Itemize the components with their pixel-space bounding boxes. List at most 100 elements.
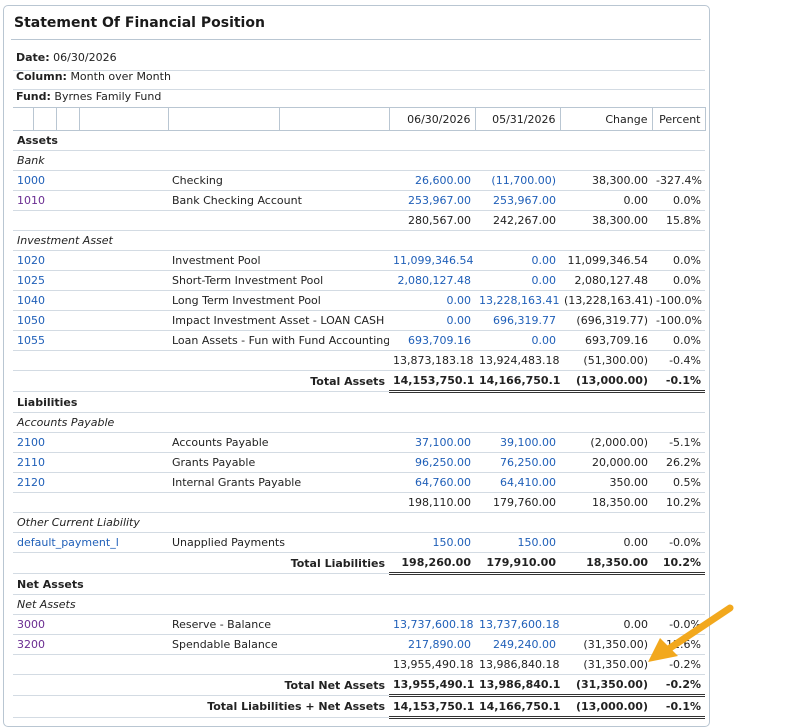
current-amount-link[interactable]: 217,890.00 [389, 634, 475, 655]
prior-amount-link[interactable]: 249,240.00 [475, 634, 560, 655]
current-amount-link[interactable]: 693,709.16 [389, 330, 475, 351]
current-amount-link[interactable]: 96,250.00 [389, 452, 475, 473]
account-code-link[interactable]: default_payment_l [13, 532, 168, 553]
total-row: Total Assets 14,153,750.18 14,166,750.18 (1… [13, 370, 705, 393]
subtotal-spacer [13, 492, 389, 513]
account-code-link[interactable]: 2100 [13, 432, 168, 453]
header-spacer [167, 107, 279, 131]
account-row: default_payment_l Unapplied Payments 150.0… [13, 532, 705, 553]
prior-amount-link[interactable]: 13,737,600.18 [475, 614, 560, 635]
subtotal-spacer [13, 210, 389, 231]
prior-amount-link[interactable]: 0.00 [475, 270, 560, 291]
title-divider [11, 39, 701, 40]
account-name: Short-Term Investment Pool [168, 270, 389, 291]
total-change: (13,000.00) [560, 695, 652, 719]
section-label: Liabilities [13, 391, 705, 413]
current-amount-link[interactable]: 64,760.00 [389, 472, 475, 493]
subtotal-change: 38,300.00 [560, 210, 652, 231]
column-header-current: 06/30/2026 [388, 107, 475, 131]
report-title: Statement Of Financial Position [14, 15, 265, 31]
account-row: 1010 Bank Checking Account 253,967.00 253,9… [13, 190, 705, 211]
current-amount-link[interactable]: 26,600.00 [389, 170, 475, 191]
change-amount: 38,300.00 [560, 170, 652, 191]
percent-change: 0.0% [652, 190, 705, 211]
subsection-row: Net Assets [13, 594, 705, 615]
account-name: Internal Grants Payable [168, 472, 389, 493]
subsection-row: Other Current Liability [13, 512, 705, 533]
subtotal-spacer [13, 654, 389, 675]
current-amount-link[interactable]: 2,080,127.48 [389, 270, 475, 291]
account-name: Loan Assets - Fun with Fund Accounting [168, 330, 389, 351]
meta-date-value: 06/30/2026 [53, 51, 117, 64]
total-label: Total Liabilities + Net Assets [13, 695, 389, 718]
subtotal-change: (31,350.00) [560, 654, 652, 675]
account-code-link[interactable]: 1010 [13, 190, 168, 211]
account-name: Reserve - Balance [168, 614, 389, 635]
prior-amount-link[interactable]: 76,250.00 [475, 452, 560, 473]
total-label: Total Assets [13, 370, 389, 392]
account-row: 2110 Grants Payable 96,250.00 76,250.00 20,0… [13, 452, 705, 473]
percent-change: 26.2% [652, 452, 705, 473]
prior-amount-link[interactable]: 39,100.00 [475, 432, 560, 453]
account-name: Impact Investment Asset - LOAN CASH [168, 310, 389, 331]
account-name: Investment Pool [168, 250, 389, 271]
change-amount: 0.00 [560, 614, 652, 635]
account-code-link[interactable]: 1020 [13, 250, 168, 271]
change-amount: (13,228,163.41) [560, 290, 652, 311]
meta-date: Date: 06/30/2026 [16, 51, 117, 64]
subsection-label: Other Current Liability [13, 512, 705, 533]
subtotal-percent: 10.2% [652, 492, 705, 513]
subtotal-prior: 242,267.00 [475, 210, 560, 231]
account-code-link[interactable]: 2120 [13, 472, 168, 493]
account-name: Long Term Investment Pool [168, 290, 389, 311]
current-amount-link[interactable]: 37,100.00 [389, 432, 475, 453]
change-amount: 20,000.00 [560, 452, 652, 473]
percent-change: -100.0% [652, 310, 705, 331]
total-label: Total Net Assets [13, 674, 389, 696]
column-header-change: Change [559, 107, 652, 131]
prior-amount-link[interactable]: (11,700.00) [475, 170, 560, 191]
current-amount-link[interactable]: 13,737,600.18 [389, 614, 475, 635]
prior-amount-link[interactable]: 696,319.77 [475, 310, 560, 331]
account-code-link[interactable]: 3200 [13, 634, 168, 655]
prior-amount-link[interactable]: 0.00 [475, 330, 560, 351]
current-amount-link[interactable]: 0.00 [389, 290, 475, 311]
header-spacer [55, 107, 79, 131]
meta-column: Column: Month over Month [16, 70, 171, 83]
prior-amount-link[interactable]: 64,410.00 [475, 472, 560, 493]
prior-amount-link[interactable]: 253,967.00 [475, 190, 560, 211]
financial-position-table: 06/30/2026 05/31/2026 Change Percent Ass… [13, 107, 706, 719]
total-prior: 179,910.00 [475, 552, 560, 575]
current-amount-link[interactable]: 253,967.00 [389, 190, 475, 211]
meta-date-label: Date: [16, 51, 50, 64]
current-amount-link[interactable]: 150.00 [389, 532, 475, 553]
total-row: Total Liabilities + Net Assets 14,153,750… [13, 695, 705, 719]
current-amount-link[interactable]: 0.00 [389, 310, 475, 331]
account-code-link[interactable]: 1000 [13, 170, 168, 191]
subsection-row: Accounts Payable [13, 412, 705, 433]
account-code-link[interactable]: 1050 [13, 310, 168, 331]
divider [13, 70, 705, 71]
account-code-link[interactable]: 1025 [13, 270, 168, 291]
total-prior: 14,166,750.18 [475, 370, 560, 393]
total-percent: -0.1% [652, 695, 705, 719]
subsection-row: Bank [13, 150, 705, 171]
account-code-link[interactable]: 3000 [13, 614, 168, 635]
account-code-link[interactable]: 2110 [13, 452, 168, 473]
change-amount: (2,000.00) [560, 432, 652, 453]
header-spacer [278, 107, 389, 131]
prior-amount-link[interactable]: 0.00 [475, 250, 560, 271]
total-prior: 14,166,750.18 [475, 695, 560, 719]
total-current: 13,955,490.18 [389, 674, 475, 697]
header-spacer [32, 107, 56, 131]
meta-column-label: Column: [16, 70, 67, 83]
current-amount-link[interactable]: 11,099,346.54 [389, 250, 475, 271]
subtotal-row: 280,567.00 242,267.00 38,300.00 15.8% [13, 210, 705, 231]
percent-change: 0.5% [652, 472, 705, 493]
account-code-link[interactable]: 1040 [13, 290, 168, 311]
account-code-link[interactable]: 1055 [13, 330, 168, 351]
prior-amount-link[interactable]: 150.00 [475, 532, 560, 553]
percent-change: -0.0% [652, 532, 705, 553]
account-name: Bank Checking Account [168, 190, 389, 211]
prior-amount-link[interactable]: 13,228,163.41 [475, 290, 560, 311]
